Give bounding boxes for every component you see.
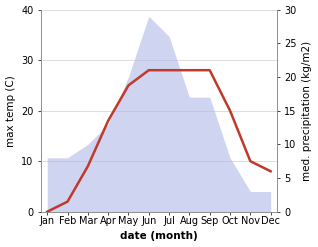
Y-axis label: med. precipitation (kg/m2): med. precipitation (kg/m2) <box>302 41 313 181</box>
Y-axis label: max temp (C): max temp (C) <box>5 75 16 146</box>
X-axis label: date (month): date (month) <box>120 231 198 242</box>
